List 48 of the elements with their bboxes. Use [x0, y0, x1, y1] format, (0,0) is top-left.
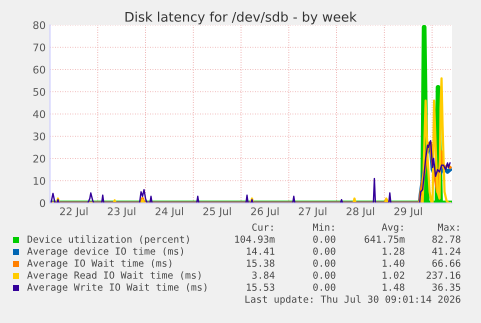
- text: Avg:: [382, 224, 403, 233]
- text: 237.16: [426, 271, 460, 279]
- y-tick-label: 20: [33, 154, 46, 163]
- text: 1.40: [382, 259, 404, 267]
- text: 0.00: [313, 271, 336, 279]
- x-tick-label: 24 Jul: [156, 207, 183, 218]
- y-tick-label: 30: [33, 132, 46, 140]
- text: 1.28: [382, 247, 404, 255]
- text: 41.24: [432, 247, 461, 255]
- text: 82.78: [432, 235, 460, 243]
- x-tick-label: 22 Jul: [60, 207, 88, 218]
- x-tick-label: 27 Jul: [298, 207, 326, 218]
- text: 1.02: [382, 271, 404, 279]
- text: 0.00: [313, 235, 336, 243]
- y-tick-label: 50: [33, 88, 46, 96]
- legend-label: Average Write IO Wait time (ms): [27, 283, 206, 293]
- x-tick-label: 25 Jul: [203, 207, 231, 218]
- text: 14.41: [246, 248, 274, 255]
- y-tick-label: 40: [33, 110, 46, 118]
- text: 15.53: [246, 283, 274, 291]
- text: 3.84: [252, 271, 275, 279]
- text: Cur:: [252, 223, 273, 231]
- y-tick-label: 10: [34, 176, 46, 185]
- x-tick-label: 23 Jul: [108, 207, 136, 218]
- y-tick-label: 60: [33, 66, 46, 74]
- text: 66.66: [432, 259, 460, 267]
- x-tick-label: 26 Jul: [251, 207, 279, 218]
- text: Max:: [438, 224, 459, 231]
- text: 0.00: [313, 283, 336, 291]
- text: Min:: [312, 223, 334, 231]
- text: 0.00: [313, 247, 336, 255]
- text: 0.00: [313, 259, 336, 267]
- text: 104.93m: [235, 235, 275, 243]
- y-tick-label: 80: [33, 21, 46, 30]
- chart-title: Disk latency for /dev/sdb - by week: [126, 12, 357, 24]
- y-tick-label: 70: [33, 43, 46, 52]
- y-tick-label: 0: [40, 199, 46, 208]
- legend-label: Average IO Wait time (ms): [27, 259, 172, 269]
- text: 641.75m: [364, 235, 405, 243]
- text: Last update: Thu Jul 30 09:01:14 2026: [245, 295, 460, 305]
- legend-label: Average device IO time (ms): [27, 247, 184, 257]
- legend-label: Average Read IO Wait time (ms): [27, 271, 201, 281]
- x-tick-label: 28 Jul: [346, 207, 374, 218]
- legend-label: Device utilization (percent): [28, 235, 189, 245]
- text: 36.35: [432, 283, 460, 291]
- text: 15.38: [246, 259, 274, 267]
- text: 1.48: [382, 283, 404, 291]
- x-tick-label: 29 Jul: [394, 207, 422, 218]
